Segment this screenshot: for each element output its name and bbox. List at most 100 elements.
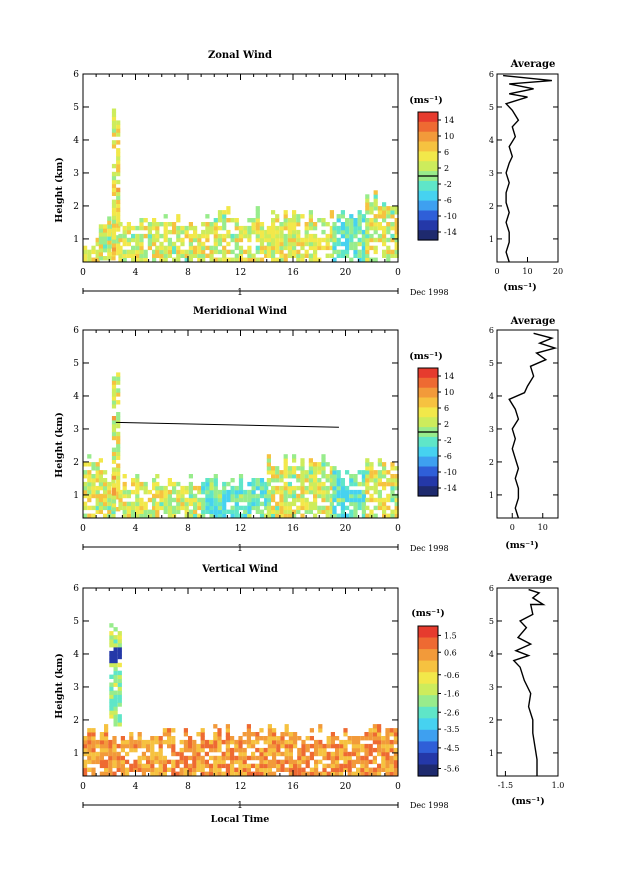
heatmap-cell (365, 225, 370, 231)
heatmap-cell (339, 763, 344, 769)
heatmap-cell (284, 755, 289, 761)
heatmap-cell (213, 474, 218, 479)
heatmap-cell (357, 470, 362, 475)
heatmap-cell (385, 759, 390, 765)
heatmap-cell (188, 509, 193, 514)
heatmap-cell (234, 253, 239, 258)
heatmap-cell (368, 732, 373, 737)
heatmap-cell (111, 243, 117, 248)
heatmap-cell (246, 763, 251, 769)
heatmap-cell (129, 732, 134, 737)
heatmap-cell (146, 759, 151, 765)
heatmap-cell (309, 751, 314, 757)
heatmap-cell (313, 481, 318, 487)
heatmap-cell (217, 210, 223, 215)
heatmap-cell (116, 148, 121, 153)
heatmap-cell (377, 210, 382, 215)
heatmap-cell (117, 722, 122, 727)
heatmap-cell (361, 214, 366, 219)
heatmap-cell (201, 505, 206, 511)
x-tick-label: 4 (133, 268, 139, 278)
heatmap-cell (129, 767, 134, 772)
heatmap-cell (111, 239, 117, 244)
colorbar-tick-label: -3.5 (444, 725, 459, 734)
heatmap-cell (345, 222, 350, 227)
heatmap-cell (305, 747, 310, 753)
heatmap-cell (349, 237, 354, 243)
colorbar-band (418, 151, 438, 162)
heatmap-cell (365, 462, 370, 467)
heatmap-cell (368, 767, 373, 772)
heatmap-cell (263, 751, 268, 757)
heatmap-cell (213, 241, 218, 247)
heatmap-cell (213, 485, 218, 491)
heatmap-cell (83, 763, 88, 769)
heatmap-cell (116, 400, 121, 405)
profile-y-tick-label: 6 (489, 584, 494, 593)
y-tick-label: 6 (73, 326, 79, 336)
heatmap-cell (300, 237, 305, 243)
heatmap-cell (345, 249, 350, 255)
heatmap-cell (394, 505, 399, 511)
heatmap-cell (117, 643, 122, 648)
heatmap-cell (111, 478, 116, 483)
heatmap-cell (381, 736, 386, 741)
heatmap-cell (234, 218, 239, 223)
heatmap-cell (116, 251, 121, 256)
heatmap-cell (247, 505, 252, 511)
heatmap-cell (325, 478, 330, 483)
heatmap-cell (242, 767, 247, 772)
heatmap-cell (197, 513, 202, 518)
heatmap-cell (91, 493, 96, 499)
heatmap-cell (351, 739, 356, 745)
heatmap-cell (213, 505, 218, 511)
heatmap-cell (326, 743, 331, 749)
heatmap-cell (213, 225, 218, 231)
heatmap-cell (118, 245, 123, 251)
heatmap-cell (353, 493, 358, 499)
heatmap-cell (217, 249, 223, 255)
heatmap-cell (99, 755, 104, 761)
heatmap-cell (122, 493, 127, 499)
heatmap-cell (238, 481, 244, 487)
heatmap-cell (259, 485, 265, 491)
heatmap-cell (83, 474, 88, 479)
heatmap-cell (213, 724, 218, 729)
heatmap-cell (113, 690, 118, 695)
heatmap-cell (271, 478, 276, 483)
heatmap-cell (176, 501, 181, 507)
heatmap-cell (111, 183, 117, 189)
heatmap-cell (113, 722, 118, 727)
heatmap-cell (283, 497, 288, 503)
heatmap-cell (117, 690, 122, 695)
heatmap-cell (385, 732, 390, 737)
y-tick-label: 2 (73, 716, 79, 726)
heatmap-cell (117, 718, 122, 723)
heatmap-cell (111, 187, 117, 193)
heatmap-cell (99, 771, 104, 776)
heatmap-cell (332, 470, 337, 475)
heatmap-cell (196, 747, 201, 753)
heatmap-cell (301, 751, 306, 757)
heatmap-cell (329, 497, 334, 503)
heatmap-cell (364, 751, 369, 757)
heatmap-cell (308, 237, 313, 243)
heatmap-cell (372, 747, 377, 753)
colorbar-band (418, 672, 438, 685)
heatmap-cell (125, 739, 130, 745)
heatmap-cell (292, 249, 297, 255)
heatmap-cell (390, 462, 395, 467)
heatmap-cells (83, 623, 398, 776)
heatmap-cell (197, 233, 202, 239)
heatmap-cell (201, 229, 206, 235)
y-tick-label: 6 (73, 70, 79, 80)
heatmap-cell (369, 222, 374, 227)
heatmap-cell (133, 759, 138, 765)
heatmap-cell (180, 249, 185, 255)
heatmap-cell (308, 481, 313, 487)
heatmap-cell (326, 751, 331, 757)
heatmap-cell (369, 474, 374, 479)
heatmap-cell (287, 241, 292, 247)
